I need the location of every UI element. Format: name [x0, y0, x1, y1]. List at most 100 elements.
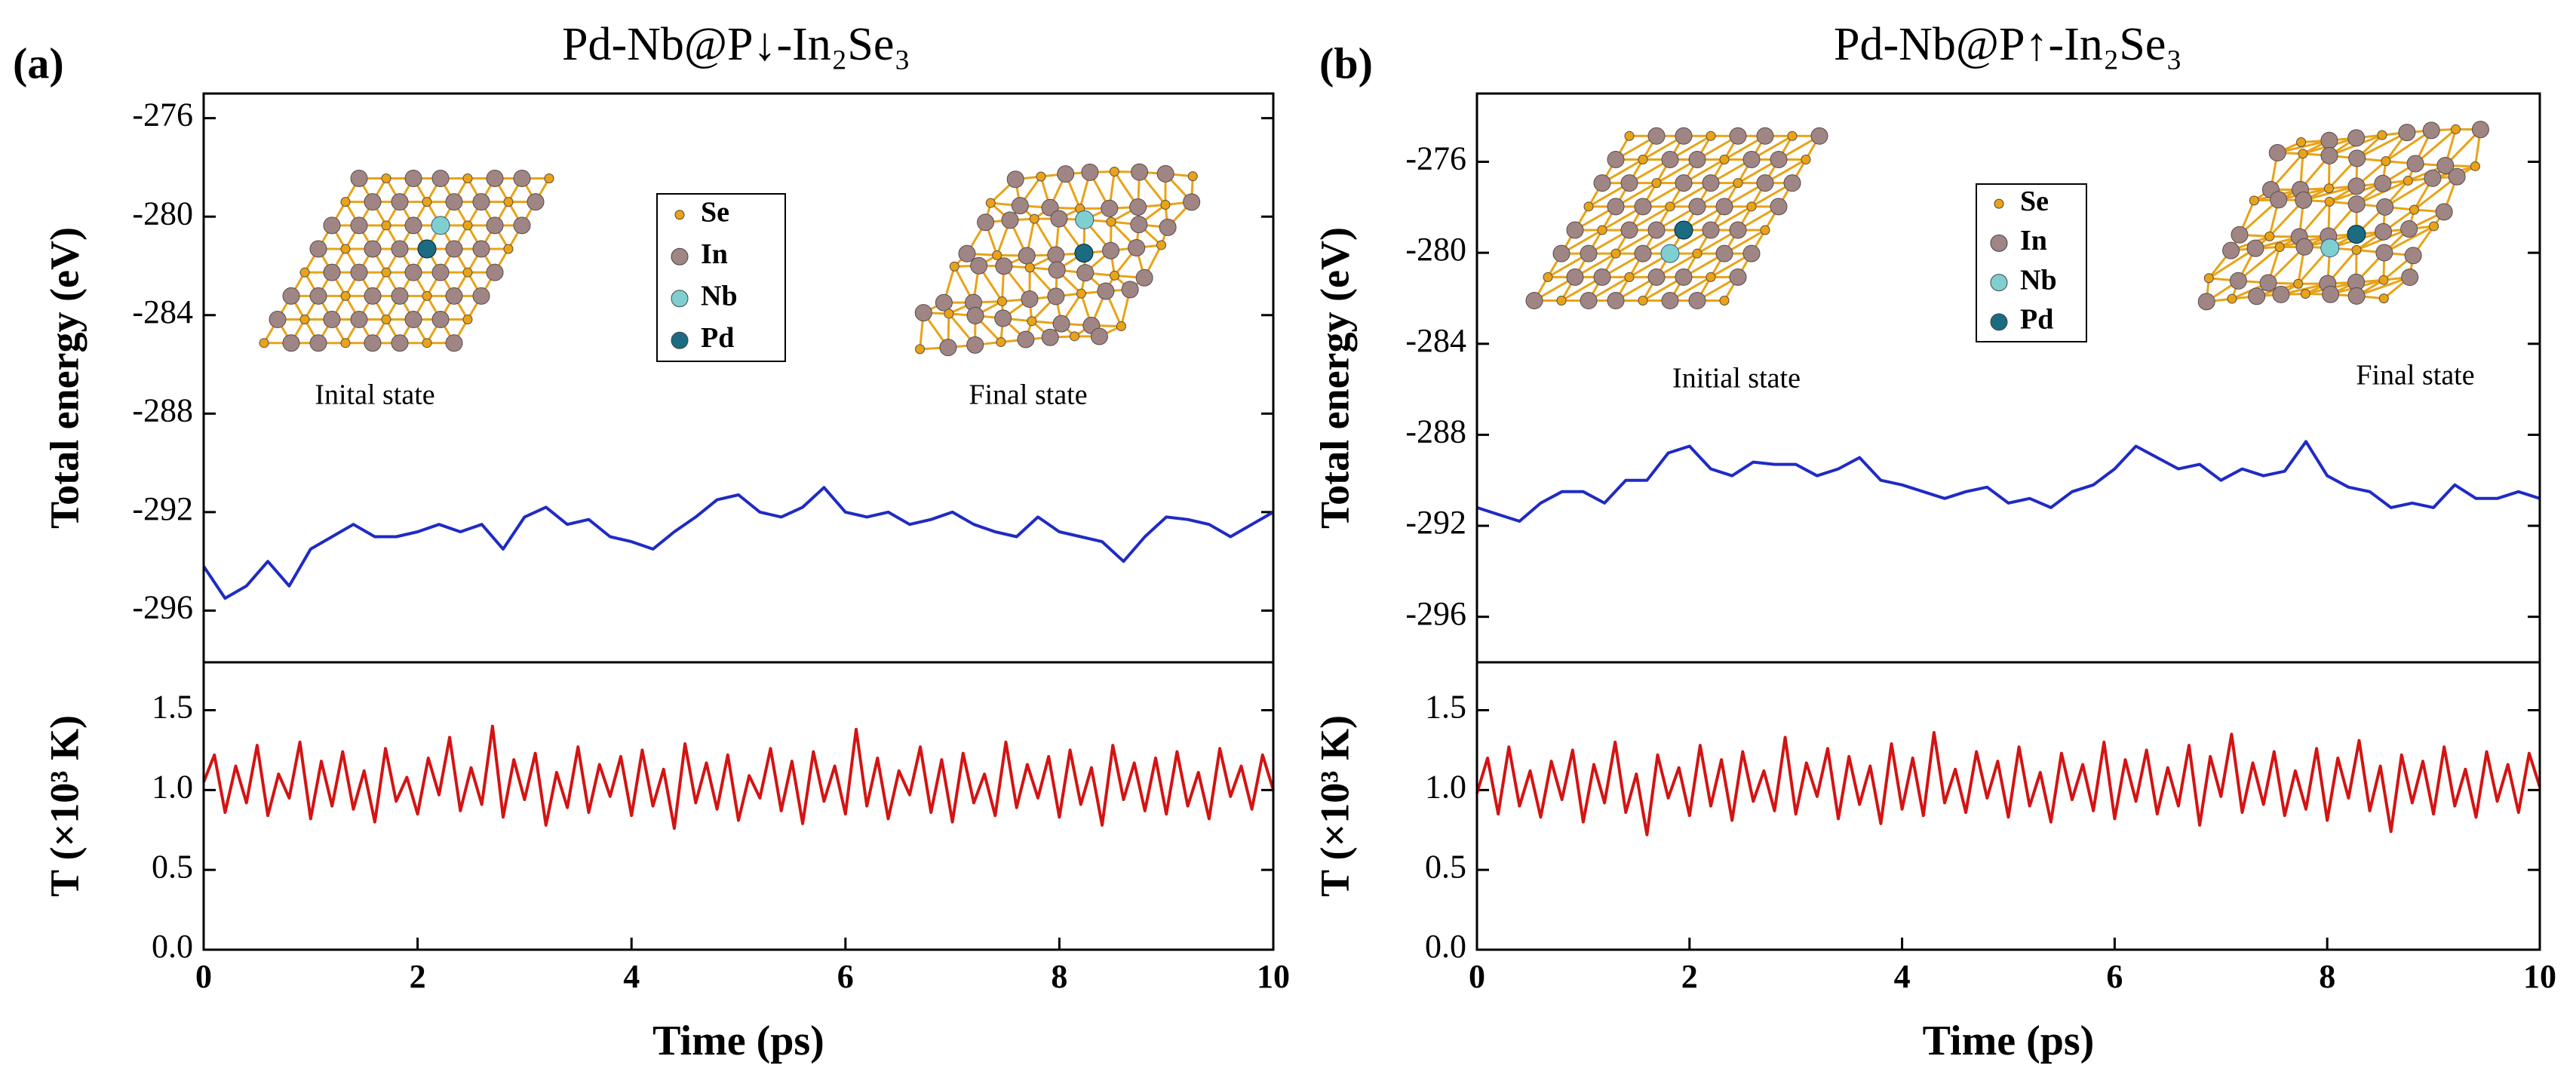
atom — [2197, 293, 2215, 311]
atom — [404, 263, 422, 281]
atom — [1638, 296, 1648, 306]
atom — [1580, 292, 1598, 310]
atom — [1638, 154, 1648, 164]
atom — [2272, 285, 2290, 303]
atom — [282, 287, 300, 305]
atom — [2320, 131, 2338, 149]
atom — [462, 267, 473, 278]
atom — [431, 216, 450, 235]
atom — [1183, 193, 1201, 211]
atom — [1156, 240, 1167, 250]
atom — [299, 267, 310, 278]
atom — [2300, 289, 2310, 299]
legend-box — [656, 193, 786, 362]
atom — [350, 169, 368, 187]
atom — [996, 337, 1006, 348]
atom — [1607, 198, 1625, 216]
atom — [1566, 268, 1584, 286]
atom — [1692, 248, 1702, 259]
x-tick-label: 2 — [410, 958, 426, 995]
atom — [1624, 130, 1635, 141]
atom — [1128, 238, 1146, 256]
x-tick-label: 10 — [1257, 958, 1290, 995]
atom — [503, 197, 514, 207]
bond — [2356, 180, 2409, 205]
atom — [1729, 127, 1747, 145]
atom — [1101, 199, 1119, 217]
atom — [381, 267, 391, 278]
structure-inset — [1525, 127, 1828, 310]
atom — [1729, 221, 1747, 239]
atom — [1706, 272, 1716, 282]
atom — [2347, 177, 2366, 195]
atom — [1702, 174, 1720, 192]
atom — [977, 213, 995, 232]
atom — [2323, 183, 2334, 194]
y-tick-label: -292 — [1405, 504, 1466, 541]
legend-label: In — [2020, 225, 2047, 256]
atom — [915, 344, 926, 355]
atom — [1102, 241, 1120, 259]
atom — [2403, 175, 2413, 186]
atom — [445, 334, 463, 352]
atom — [1011, 197, 1029, 215]
atom — [2400, 220, 2418, 238]
atom — [404, 216, 422, 235]
atom — [2404, 247, 2422, 265]
atom — [323, 311, 341, 329]
atom — [1006, 170, 1024, 189]
atom — [340, 197, 351, 207]
atom — [282, 334, 300, 352]
atom — [323, 263, 341, 281]
atom — [1129, 198, 1147, 216]
atom — [1036, 171, 1046, 182]
atom — [445, 193, 463, 211]
atom — [994, 309, 1012, 327]
atom — [2375, 223, 2393, 241]
atom — [1675, 268, 1693, 286]
atom — [2471, 121, 2489, 139]
atom — [2322, 285, 2340, 303]
y-tick-label: -284 — [1405, 322, 1466, 359]
data-line — [202, 486, 1274, 600]
atom — [1620, 221, 1638, 239]
bond — [2415, 128, 2457, 165]
atom — [309, 287, 327, 305]
atom — [1607, 150, 1625, 168]
atom — [2347, 129, 2366, 147]
atom — [309, 334, 327, 352]
atom — [2324, 196, 2335, 207]
atom — [486, 169, 504, 187]
atom — [1525, 292, 1543, 310]
atom — [1075, 210, 1095, 229]
atom — [1156, 164, 1174, 183]
atom — [1702, 221, 1720, 239]
x-tick-label: 0 — [1469, 958, 1485, 995]
atom — [462, 315, 473, 325]
atom — [2222, 241, 2240, 259]
y-axis-label: Total energy (eV) — [41, 227, 87, 529]
atom — [1159, 218, 1177, 236]
atom — [350, 311, 368, 329]
atom — [1661, 292, 1679, 310]
atom — [966, 306, 984, 324]
bond — [2384, 225, 2435, 254]
atom — [1109, 166, 1119, 177]
atom — [1647, 127, 1666, 145]
annotation: Initial state — [1672, 363, 1801, 395]
atom — [1787, 130, 1798, 141]
atom — [966, 336, 984, 354]
atom — [1090, 327, 1108, 345]
atom — [340, 290, 351, 301]
legend-swatch — [1990, 234, 2008, 252]
atom — [2376, 198, 2394, 216]
atom — [2295, 191, 2313, 209]
atom — [2436, 156, 2455, 174]
atom — [431, 263, 450, 281]
y-tick-label: -296 — [1405, 595, 1466, 632]
y-tick-label: 1.5 — [1425, 689, 1466, 726]
atom — [1661, 150, 1679, 168]
x-tick-label: 6 — [2106, 958, 2123, 995]
atom — [2320, 238, 2340, 258]
chart-title: Pd-Nb@P↓-In₂Se₃ — [562, 19, 910, 70]
